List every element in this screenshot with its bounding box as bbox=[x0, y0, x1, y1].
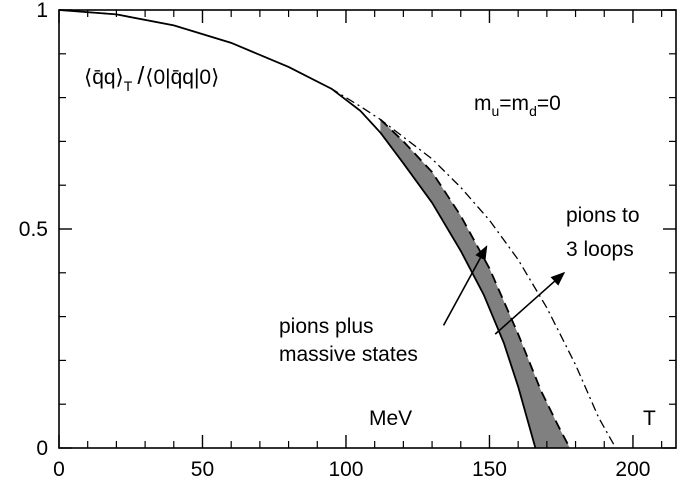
x-tick-label: 50 bbox=[191, 458, 214, 481]
unit-label: MeV bbox=[369, 407, 412, 430]
temperature-label: T bbox=[643, 407, 656, 430]
mass-condition-rest: =0 bbox=[537, 92, 561, 115]
x-tick-label: 200 bbox=[615, 458, 650, 481]
y-quantity-denominator: ⟨0|q̄q|0⟩ bbox=[145, 66, 219, 89]
mass-condition-sub-u: u bbox=[492, 103, 500, 119]
y-quantity-numerator: ⟨q̄q⟩ bbox=[84, 66, 124, 89]
y-quantity-slash: / bbox=[137, 62, 144, 90]
three-loops-label-line1: pions to bbox=[566, 204, 640, 227]
y-tick-label: 0.5 bbox=[19, 218, 48, 241]
annotation-arrow-2 bbox=[442, 245, 488, 326]
y-tick-label: 0 bbox=[36, 437, 48, 460]
y-quantity-label: ⟨q̄q⟩T/⟨0|q̄q|0⟩ bbox=[84, 62, 219, 94]
series-line-solid bbox=[58, 9, 537, 449]
mass-condition-sub-d: d bbox=[529, 103, 537, 119]
uncertainty-band bbox=[380, 119, 570, 448]
three-loops-label-line2: 3 loops bbox=[566, 238, 634, 261]
y-tick-label: 1 bbox=[36, 0, 48, 22]
massive-states-label-line1: pions plus bbox=[279, 315, 374, 338]
y-quantity-numerator-sub: T bbox=[124, 78, 133, 94]
massive-states-label-line2: massive states bbox=[279, 343, 418, 366]
series-line-dashed bbox=[379, 118, 571, 449]
mass-condition-label: mu=md=0 bbox=[474, 92, 561, 119]
x-tick-label: 0 bbox=[53, 458, 65, 481]
mass-condition-eq: =m bbox=[499, 92, 529, 115]
annotation-arrow-1 bbox=[494, 271, 566, 335]
x-tick-label: 150 bbox=[472, 458, 507, 481]
x-tick-label: 100 bbox=[328, 458, 363, 481]
mass-condition-base: m bbox=[474, 92, 492, 115]
